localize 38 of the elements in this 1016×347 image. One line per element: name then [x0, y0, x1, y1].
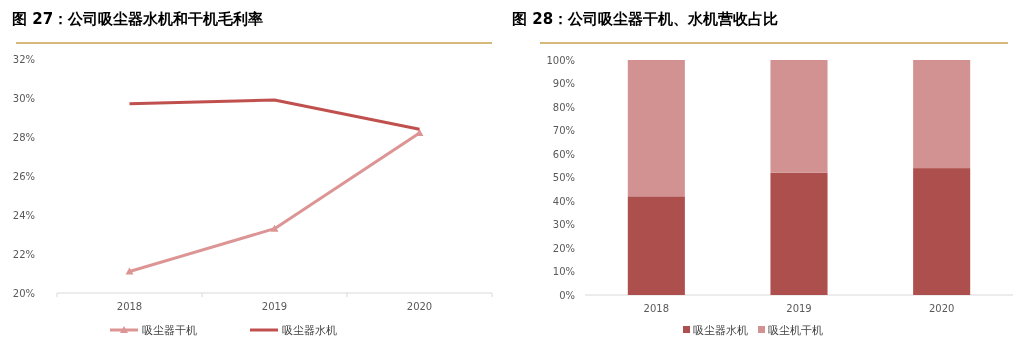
y-tick-label: 50%	[552, 172, 575, 183]
y-tick-label: 10%	[552, 266, 575, 277]
bar	[770, 60, 828, 173]
y-tick-label: 20%	[12, 287, 35, 299]
chart-title: 图 27：公司吸尘器水机和干机毛利率	[12, 10, 264, 28]
y-tick-label: 40%	[552, 195, 575, 207]
y-tick-label: 32%	[12, 53, 35, 65]
legend-label: 吸尘器水机	[693, 324, 748, 337]
y-tick-label: 20%	[552, 242, 575, 254]
x-tick-label: 2018	[643, 303, 670, 314]
bar	[627, 196, 685, 295]
y-tick-label: 30%	[12, 92, 35, 104]
bar	[770, 172, 828, 295]
bar	[913, 168, 971, 295]
y-tick-label: 70%	[552, 125, 575, 136]
x-tick-label: 2018	[116, 301, 143, 312]
y-tick-label: 100%	[546, 54, 575, 66]
x-tick-label: 2019	[261, 301, 288, 312]
legend-label: 吸尘器水机	[282, 324, 337, 337]
y-tick-label: 24%	[12, 209, 35, 221]
legend-label: 吸尘器干机	[142, 324, 197, 337]
y-tick-label: 28%	[12, 131, 35, 143]
y-tick-label: 22%	[12, 248, 35, 260]
y-tick-label: 30%	[552, 219, 575, 230]
point	[270, 224, 279, 232]
x-tick-label: 2020	[406, 301, 433, 312]
y-tick-label: 26%	[12, 170, 35, 182]
point	[125, 267, 134, 275]
legend-label: 吸尘机干机	[768, 324, 823, 337]
bar	[913, 60, 971, 169]
y-tick-label: 90%	[552, 78, 575, 89]
chart-title: 图 28：公司吸尘器干机、水机营收占比	[512, 10, 779, 28]
y-tick-label: 80%	[552, 101, 575, 113]
y-tick-label: 0%	[559, 289, 575, 301]
bar	[627, 60, 685, 197]
y-tick-label: 60%	[552, 148, 575, 160]
x-tick-label: 2020	[928, 303, 955, 314]
x-tick-label: 2019	[786, 303, 812, 314]
